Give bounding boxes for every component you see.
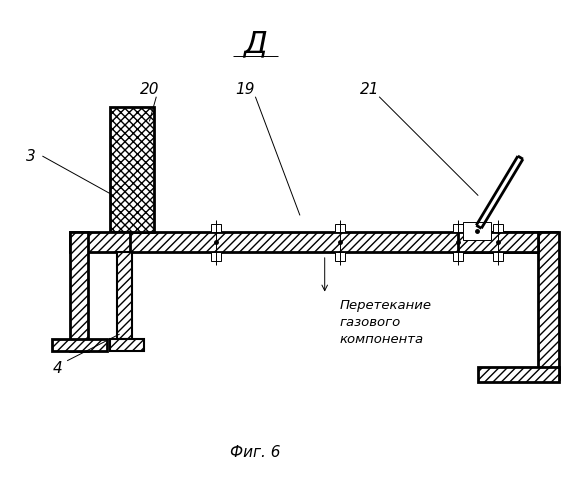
Bar <box>537 232 559 378</box>
Bar <box>52 339 107 351</box>
Bar <box>70 232 88 351</box>
Bar <box>70 232 88 351</box>
Bar <box>70 232 129 252</box>
Bar <box>110 106 154 232</box>
Bar <box>116 252 132 339</box>
Bar <box>459 232 537 252</box>
Bar <box>478 366 559 382</box>
Text: 3: 3 <box>26 148 35 164</box>
Bar <box>110 339 145 351</box>
Bar <box>70 232 129 252</box>
Bar <box>493 224 503 232</box>
Bar <box>463 222 491 240</box>
Bar <box>493 252 503 261</box>
Text: 19: 19 <box>236 82 255 98</box>
Text: 20: 20 <box>139 82 159 98</box>
Bar <box>335 224 345 232</box>
Bar <box>537 232 559 378</box>
Bar <box>459 232 537 252</box>
Text: Перетекание
газового
компонента: Перетекание газового компонента <box>339 300 432 346</box>
Bar <box>335 252 345 261</box>
Text: Фиг. 6: Фиг. 6 <box>230 445 280 460</box>
Bar <box>453 224 463 232</box>
Bar <box>478 366 559 382</box>
Bar <box>110 106 154 232</box>
Text: 21: 21 <box>359 82 379 98</box>
Text: 4: 4 <box>52 361 62 376</box>
Bar <box>116 232 557 252</box>
Bar <box>211 252 220 261</box>
Bar <box>453 252 463 261</box>
Text: Д: Д <box>243 30 268 59</box>
Bar <box>110 339 145 351</box>
Bar <box>116 232 557 252</box>
Bar <box>116 252 132 339</box>
Bar <box>52 339 107 351</box>
Bar <box>211 224 220 232</box>
